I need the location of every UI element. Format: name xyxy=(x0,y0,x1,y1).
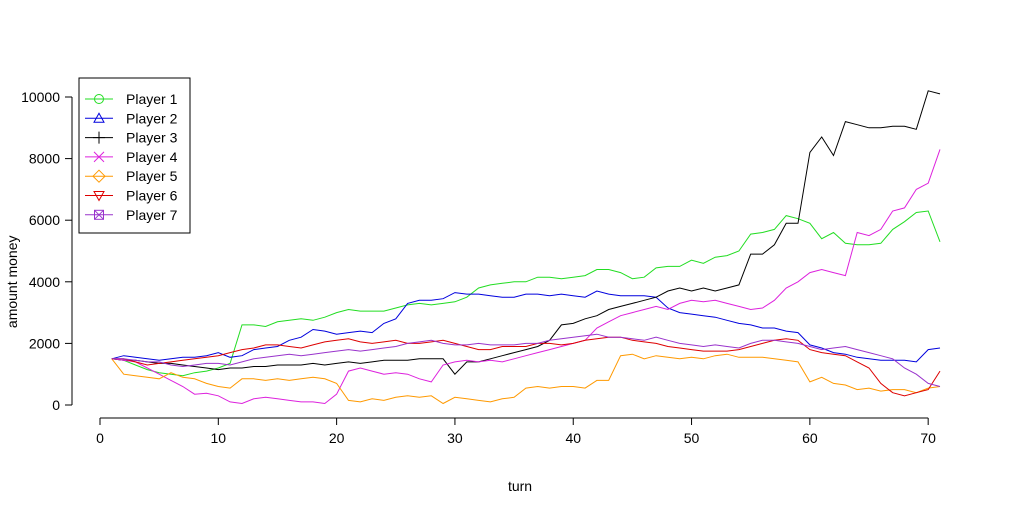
series-line-player-3 xyxy=(111,90,941,375)
series-line-player-7 xyxy=(111,333,941,387)
y-axis: 0 2000 4000 6000 8000 10000 xyxy=(21,89,73,413)
series-line-player-2 xyxy=(111,290,941,363)
x-axis: 0 10 20 30 40 50 60 70 xyxy=(96,417,936,446)
legend-marker-triangle-down xyxy=(93,191,105,202)
legend-label: Player 6 xyxy=(126,188,178,204)
legend-item: Player 1 xyxy=(85,91,178,107)
legend-marker-box-x xyxy=(94,209,104,220)
legend-label: Player 2 xyxy=(126,110,178,126)
legend-item: Player 5 xyxy=(85,168,178,184)
series-line-player-6 xyxy=(111,336,941,397)
series-line-player-5 xyxy=(111,353,941,405)
legend-label: Player 3 xyxy=(126,130,178,146)
legend-item: Player 3 xyxy=(85,130,178,146)
y-tick-label: 0 xyxy=(52,397,60,413)
series-line-player-1 xyxy=(111,210,941,377)
legend-marker-box xyxy=(94,209,104,220)
y-tick-label: 10000 xyxy=(21,89,60,105)
x-tick-label: 30 xyxy=(447,430,463,446)
legend: Player 1 Player 2 Player 3 Player 4 Player 5… xyxy=(78,77,191,234)
y-tick-label: 6000 xyxy=(29,212,60,228)
x-axis-title: turn xyxy=(508,478,532,494)
legend-marker-triangle xyxy=(93,112,105,123)
legend-item: Player 2 xyxy=(85,110,178,126)
series-layer xyxy=(111,90,941,405)
x-tick-label: 20 xyxy=(329,430,345,446)
x-tick-label: 70 xyxy=(920,430,936,446)
legend-item: Player 4 xyxy=(85,149,178,165)
y-tick-label: 8000 xyxy=(29,151,60,167)
x-tick-label: 0 xyxy=(96,430,104,446)
x-tick-label: 10 xyxy=(211,430,227,446)
legend-label: Player 7 xyxy=(126,207,178,223)
legend-marker-diamond xyxy=(92,169,106,183)
legend-item: Player 7 xyxy=(85,207,178,223)
y-axis-title: amount money xyxy=(4,235,20,328)
series-line-player-4 xyxy=(111,149,941,405)
legend-label: Player 4 xyxy=(126,149,178,165)
y-tick-label: 2000 xyxy=(29,335,60,351)
x-tick-label: 40 xyxy=(565,430,581,446)
legend-marker-circle xyxy=(94,94,104,104)
y-tick-label: 4000 xyxy=(29,274,60,290)
legend-item: Player 6 xyxy=(85,188,178,204)
legend-label: Player 1 xyxy=(126,91,178,107)
x-tick-label: 60 xyxy=(802,430,818,446)
legend-marker-x xyxy=(93,151,105,163)
legend-label: Player 5 xyxy=(126,168,178,184)
x-tick-label: 50 xyxy=(684,430,700,446)
